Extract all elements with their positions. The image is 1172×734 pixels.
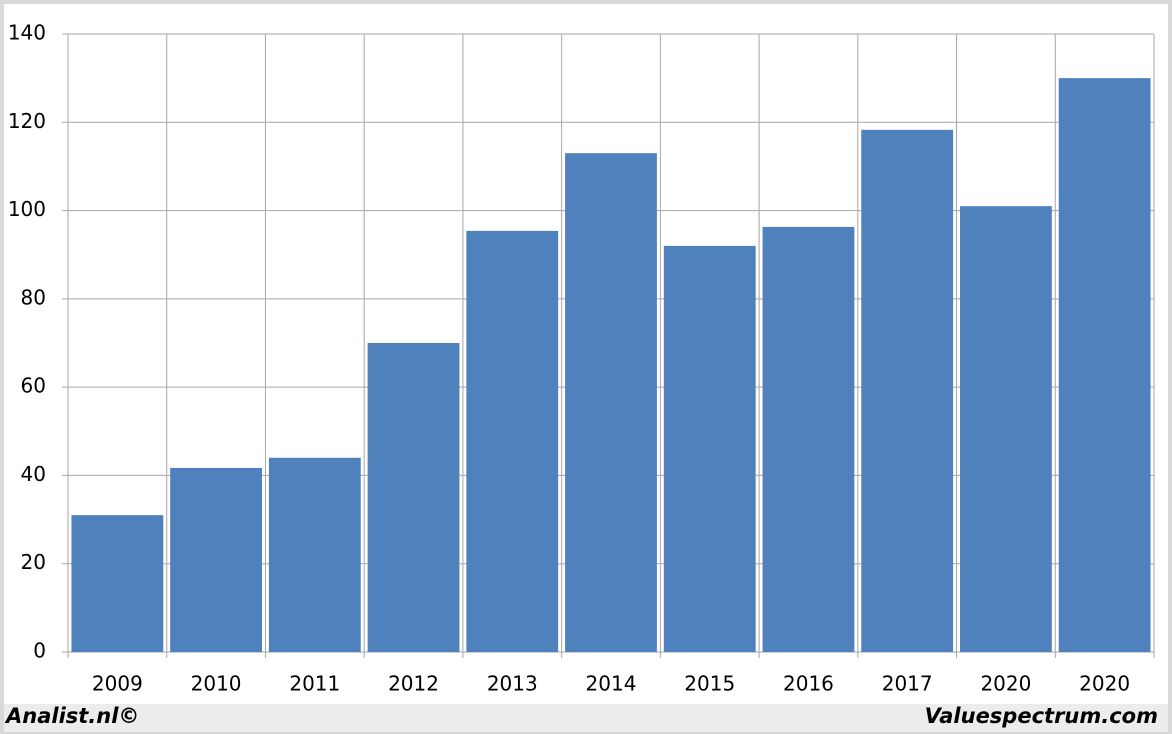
bar [960, 206, 1052, 652]
x-tick-label: 2015 [684, 672, 735, 696]
y-tick-label: 100 [8, 197, 46, 221]
bar [268, 457, 361, 652]
y-tick-label: 0 [33, 639, 46, 663]
footer-left: Analist.nl© [4, 704, 139, 728]
bar [565, 153, 657, 652]
x-tick-label: 2013 [487, 672, 538, 696]
x-tick-label: 2011 [289, 672, 340, 696]
bar [367, 343, 460, 652]
y-tick-label: 140 [8, 21, 46, 45]
footer-bar [4, 704, 1168, 732]
bar [861, 129, 954, 653]
x-tick-label: 2012 [388, 672, 439, 696]
bar [466, 230, 559, 652]
x-tick-label: 2016 [783, 672, 834, 696]
bar [170, 467, 262, 652]
x-tick-label: 2017 [882, 672, 933, 696]
y-tick-label: 120 [8, 109, 46, 133]
bar [1058, 78, 1151, 652]
x-tick-label: 2010 [191, 672, 242, 696]
x-tick-label: 2009 [92, 672, 143, 696]
y-tick-label: 60 [21, 374, 46, 398]
bar [71, 515, 164, 652]
bar [762, 226, 855, 652]
y-tick-label: 40 [21, 462, 46, 486]
y-tick-label: 80 [21, 285, 46, 309]
bar [663, 245, 756, 652]
x-tick-label: 2020 [980, 672, 1031, 696]
footer-right: Valuespectrum.com [925, 704, 1158, 728]
y-tick-label: 20 [21, 550, 46, 574]
x-tick-label: 2014 [586, 672, 637, 696]
x-tick-label: 2020 [1079, 672, 1130, 696]
